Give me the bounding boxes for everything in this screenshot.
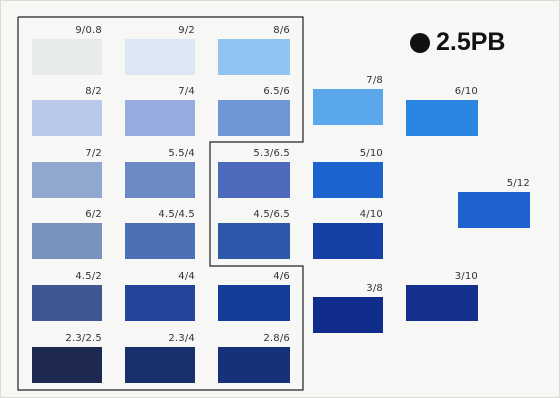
color-chip xyxy=(218,285,290,321)
color-chip xyxy=(406,285,478,321)
hue-title: 2.5PB xyxy=(410,28,505,57)
color-chip xyxy=(125,100,195,136)
chip-label: 5/12 xyxy=(506,178,530,189)
chip-label: 9/2 xyxy=(178,25,195,36)
chip-label: 6.5/6 xyxy=(263,86,290,97)
color-chip xyxy=(313,297,383,333)
color-chip xyxy=(125,223,195,259)
chip-label: 4.5/2 xyxy=(75,271,102,282)
chip-label: 4/10 xyxy=(359,209,383,220)
chip-label: 5/10 xyxy=(359,148,383,159)
color-chip xyxy=(32,162,102,198)
chip-label: 4/6 xyxy=(273,271,290,282)
chip-label: 9/0.8 xyxy=(75,25,102,36)
chip-label: 8/2 xyxy=(85,86,102,97)
hue-title-text: 2.5PB xyxy=(436,28,506,56)
chip-label: 4/4 xyxy=(178,271,195,282)
chip-label: 6/10 xyxy=(454,86,478,97)
color-chip xyxy=(313,223,383,259)
gamut-boundary-line xyxy=(17,16,304,391)
color-chip xyxy=(458,192,530,228)
chip-label: 6/2 xyxy=(85,209,102,220)
color-chip xyxy=(125,347,195,383)
color-chip xyxy=(125,285,195,321)
color-chip xyxy=(125,39,195,75)
chip-label: 7/8 xyxy=(366,75,383,86)
chip-label: 2.3/2.5 xyxy=(65,333,102,344)
chip-label: 4.5/4.5 xyxy=(158,209,195,220)
color-chip xyxy=(218,39,290,75)
color-chip xyxy=(406,100,478,136)
color-chip xyxy=(218,100,290,136)
bullet-dot-icon xyxy=(410,32,430,53)
chip-label: 3/10 xyxy=(454,271,478,282)
color-chip xyxy=(32,285,102,321)
chip-label: 2.8/6 xyxy=(263,333,290,344)
color-chip xyxy=(218,347,290,383)
chip-label: 2.3/4 xyxy=(168,333,195,344)
color-chip xyxy=(32,347,102,383)
chip-label: 4.5/6.5 xyxy=(253,209,290,220)
chip-label: 7/4 xyxy=(178,86,195,97)
color-chip xyxy=(32,39,102,75)
color-chip xyxy=(32,100,102,136)
chip-label: 5.3/6.5 xyxy=(253,148,290,159)
color-chip xyxy=(32,223,102,259)
chip-label: 8/6 xyxy=(273,25,290,36)
chip-label: 5.5/4 xyxy=(168,148,195,159)
color-chip xyxy=(313,89,383,125)
color-chip xyxy=(218,162,290,198)
chip-label: 7/2 xyxy=(85,148,102,159)
color-chip xyxy=(218,223,290,259)
color-chip xyxy=(125,162,195,198)
color-chip xyxy=(313,162,383,198)
chip-label: 3/8 xyxy=(366,283,383,294)
